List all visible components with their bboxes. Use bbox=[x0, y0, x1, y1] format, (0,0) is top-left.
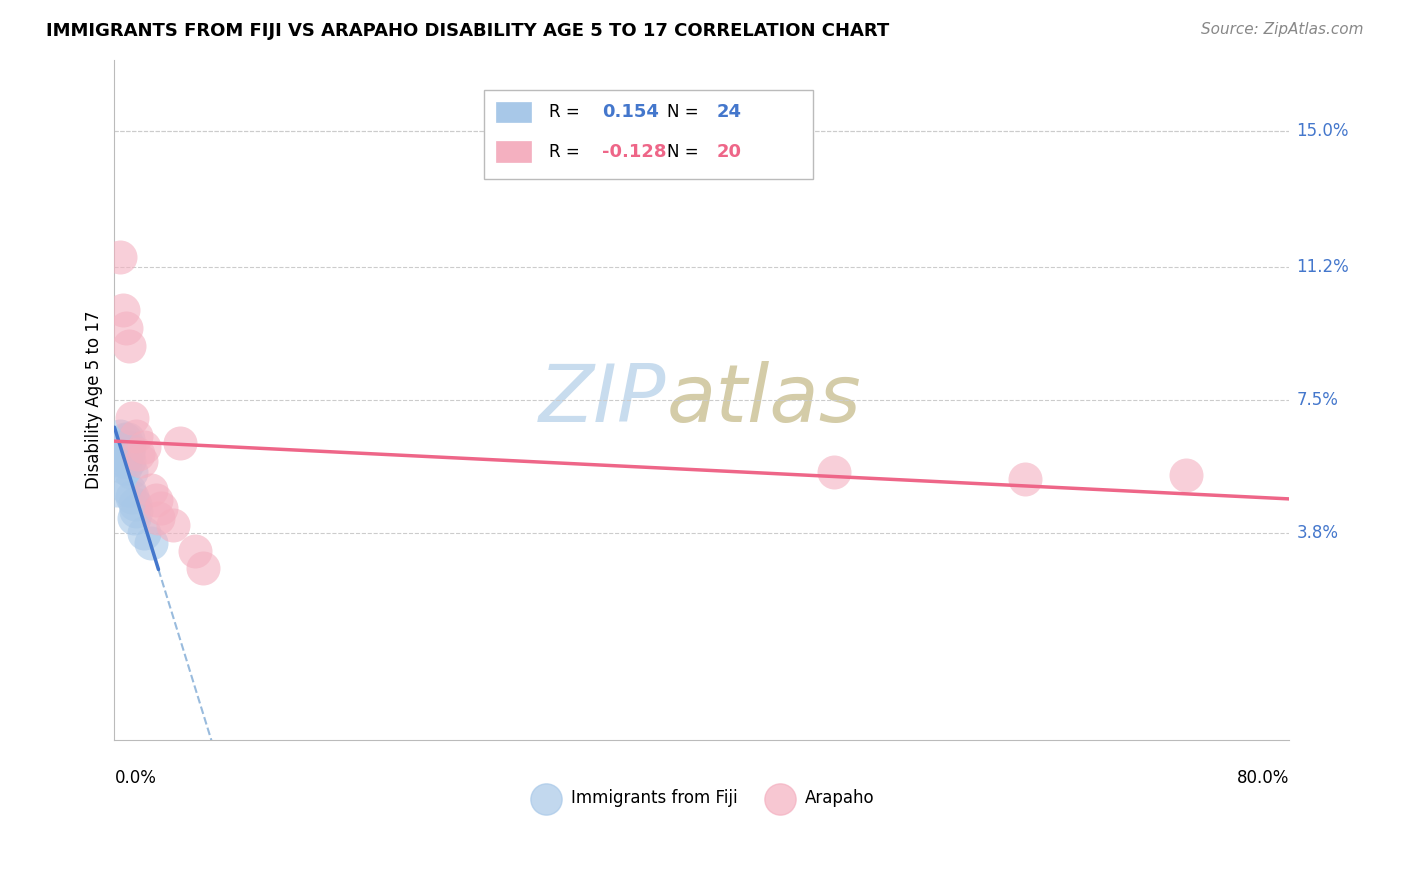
Point bbox=[112, 303, 135, 318]
Text: atlas: atlas bbox=[666, 361, 862, 439]
Point bbox=[117, 433, 139, 447]
Point bbox=[115, 454, 138, 468]
Point bbox=[114, 440, 136, 454]
Text: N =: N = bbox=[666, 103, 703, 121]
Point bbox=[139, 483, 162, 497]
Point bbox=[125, 504, 148, 518]
Text: R =: R = bbox=[550, 143, 585, 161]
Text: -0.128: -0.128 bbox=[602, 143, 666, 161]
Text: IMMIGRANTS FROM FIJI VS ARAPAHO DISABILITY AGE 5 TO 17 CORRELATION CHART: IMMIGRANTS FROM FIJI VS ARAPAHO DISABILI… bbox=[46, 22, 890, 40]
Point bbox=[120, 465, 142, 479]
Text: 80.0%: 80.0% bbox=[1237, 769, 1289, 787]
Text: ZIP: ZIP bbox=[540, 361, 666, 439]
Point bbox=[105, 483, 128, 497]
Text: 20: 20 bbox=[717, 143, 742, 161]
FancyBboxPatch shape bbox=[496, 102, 531, 122]
Point bbox=[1175, 468, 1198, 483]
Point bbox=[112, 447, 135, 461]
Point bbox=[110, 429, 132, 443]
Text: R =: R = bbox=[550, 103, 585, 121]
Point bbox=[124, 497, 146, 511]
FancyBboxPatch shape bbox=[485, 90, 814, 178]
Point bbox=[1014, 472, 1036, 486]
Point bbox=[148, 511, 170, 525]
Point bbox=[169, 436, 191, 450]
Point bbox=[150, 500, 173, 515]
Text: 7.5%: 7.5% bbox=[1296, 391, 1339, 409]
Point bbox=[191, 561, 214, 575]
Point bbox=[111, 447, 134, 461]
Text: 0.154: 0.154 bbox=[602, 103, 659, 121]
Text: Source: ZipAtlas.com: Source: ZipAtlas.com bbox=[1201, 22, 1364, 37]
Text: 24: 24 bbox=[717, 103, 742, 121]
Point bbox=[117, 447, 139, 461]
FancyBboxPatch shape bbox=[496, 141, 531, 161]
Point bbox=[118, 483, 141, 497]
Text: N =: N = bbox=[666, 143, 703, 161]
Point bbox=[118, 440, 141, 454]
Point bbox=[132, 440, 155, 454]
Text: 11.2%: 11.2% bbox=[1296, 259, 1350, 277]
Point bbox=[118, 454, 141, 468]
Point bbox=[125, 429, 148, 443]
Point bbox=[139, 536, 162, 550]
Point bbox=[114, 461, 136, 475]
Point bbox=[132, 525, 155, 540]
Point bbox=[111, 440, 134, 454]
Point bbox=[129, 454, 152, 468]
Text: 0.0%: 0.0% bbox=[114, 769, 156, 787]
Point bbox=[162, 518, 184, 533]
Point bbox=[110, 250, 132, 264]
Point bbox=[121, 490, 143, 504]
Y-axis label: Disability Age 5 to 17: Disability Age 5 to 17 bbox=[86, 310, 103, 490]
Point bbox=[115, 440, 138, 454]
Point bbox=[115, 321, 138, 335]
Point bbox=[112, 454, 135, 468]
Point bbox=[114, 433, 136, 447]
Point bbox=[127, 447, 149, 461]
Point bbox=[145, 493, 167, 508]
Point bbox=[108, 447, 131, 461]
Point bbox=[184, 543, 207, 558]
Legend: Immigrants from Fiji, Arapaho: Immigrants from Fiji, Arapaho bbox=[523, 782, 880, 814]
Point bbox=[823, 465, 845, 479]
Point bbox=[118, 339, 141, 353]
Text: 15.0%: 15.0% bbox=[1296, 122, 1350, 140]
Point bbox=[122, 511, 145, 525]
Point bbox=[121, 411, 143, 425]
Text: 3.8%: 3.8% bbox=[1296, 524, 1339, 541]
